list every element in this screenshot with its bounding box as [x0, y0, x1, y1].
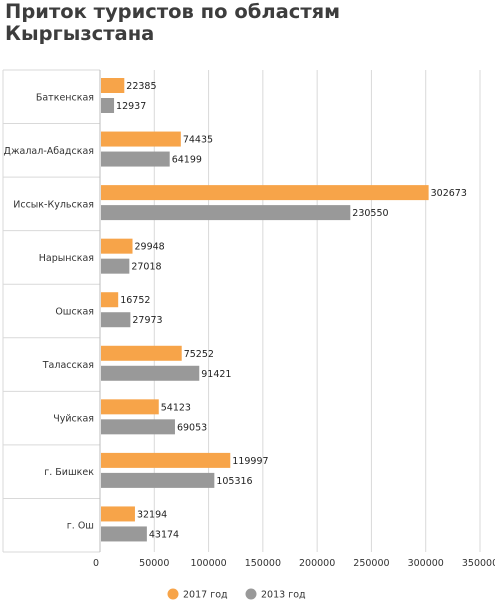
bar	[101, 365, 200, 381]
bar	[101, 312, 131, 328]
data-label: 27018	[131, 262, 161, 273]
x-tick-label: 100000	[190, 558, 226, 569]
data-label: 91421	[201, 369, 231, 380]
data-label: 74435	[183, 135, 213, 146]
data-label: 54123	[161, 402, 191, 413]
data-label: 105316	[216, 476, 252, 487]
x-tick-label: 0	[93, 558, 99, 569]
bar	[101, 506, 135, 522]
category-label: Таласская	[42, 360, 94, 371]
bar	[101, 419, 175, 435]
data-label: 75252	[184, 349, 214, 360]
bar	[101, 185, 429, 201]
data-label: 43174	[149, 529, 179, 540]
x-tick-label: 300000	[408, 558, 444, 569]
bar	[101, 258, 130, 274]
data-label: 64199	[172, 155, 202, 166]
bar	[101, 78, 125, 93]
bar	[101, 399, 159, 415]
category-label: Иссык-Кульская	[13, 199, 94, 210]
data-label: 32194	[137, 509, 167, 520]
data-label: 22385	[126, 81, 156, 92]
data-label: 302673	[431, 188, 467, 199]
bar	[101, 238, 133, 254]
category-label: Чуйская	[53, 414, 94, 425]
category-label: г. Бишкек	[44, 467, 94, 478]
data-label: 27973	[132, 315, 162, 326]
category-label: г. Ош	[67, 521, 94, 532]
legend-marker	[245, 588, 257, 600]
x-tick-label: 150000	[245, 558, 281, 569]
data-label: 29948	[135, 242, 165, 253]
category-label: Ошская	[55, 307, 94, 318]
bar	[101, 205, 351, 221]
data-label: 69053	[177, 422, 207, 433]
legend-marker	[167, 588, 179, 600]
legend-label: 2013 год	[261, 590, 306, 601]
data-label: 230550	[352, 208, 388, 219]
x-tick-label: 350000	[462, 558, 495, 569]
category-label: Баткенская	[36, 92, 94, 103]
x-tick-label: 250000	[353, 558, 389, 569]
bar	[101, 345, 182, 361]
category-label: Джалал-Абадская	[4, 146, 94, 157]
data-label: 12937	[116, 101, 146, 112]
bar	[101, 472, 215, 488]
bar	[101, 292, 119, 308]
x-tick-label: 50000	[139, 558, 169, 569]
legend-label: 2017 год	[183, 590, 228, 601]
bar	[101, 151, 170, 167]
chart-title: Приток туристов по областям Кыргызстана	[5, 0, 341, 45]
data-label: 119997	[232, 456, 268, 467]
data-label: 16752	[120, 295, 150, 306]
bar	[101, 452, 231, 468]
category-label: Нарынская	[39, 253, 94, 264]
bar	[101, 131, 181, 147]
bar	[101, 98, 115, 113]
bar	[101, 526, 147, 542]
x-tick-label: 200000	[299, 558, 335, 569]
